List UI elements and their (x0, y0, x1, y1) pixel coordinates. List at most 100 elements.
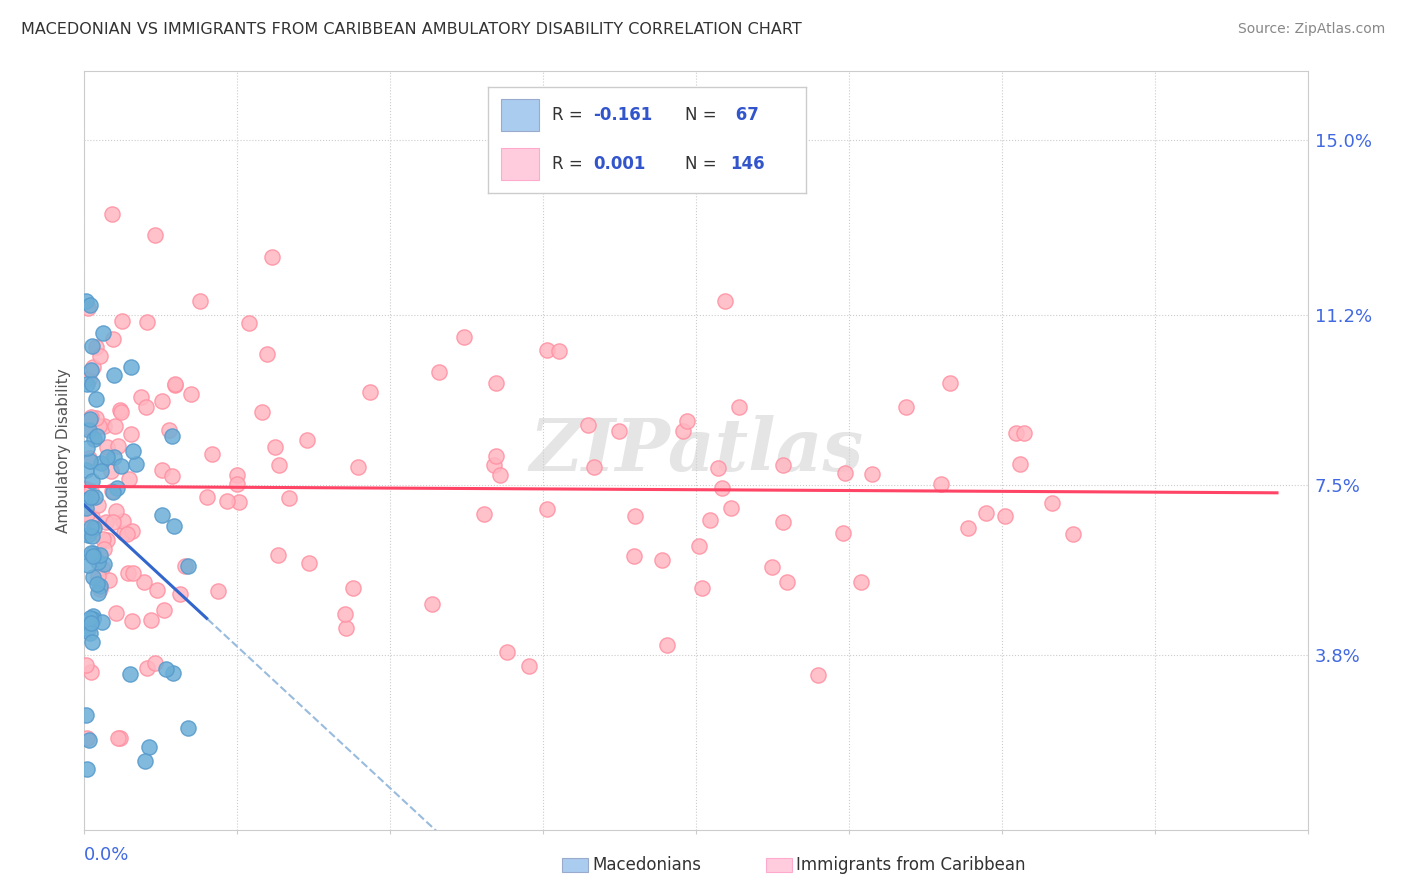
Point (75, 420, 97, 434)
Point (86, 340, 108, 354)
Point (1040, 496, 1063, 510)
Point (89, 578, 111, 592)
Point (76, 377, 98, 392)
Point (80, 665, 103, 679)
Point (89, 349, 111, 363)
Point (87, 498, 110, 512)
Point (688, 539, 710, 553)
Point (82, 570, 104, 584)
Point (135, 661, 157, 675)
Point (82, 360, 104, 375)
Point (80, 545, 103, 559)
Point (120, 427, 142, 442)
Point (263, 440, 285, 454)
Point (110, 404, 132, 418)
Point (536, 343, 558, 358)
Point (834, 466, 856, 480)
Point (129, 391, 152, 405)
Point (86, 568, 108, 582)
Point (929, 476, 952, 491)
Point (87, 586, 110, 600)
Point (75, 482, 97, 496)
Point (118, 472, 141, 486)
Point (335, 621, 357, 635)
Point (80, 377, 103, 392)
Point (262, 250, 284, 264)
Point (97, 573, 120, 587)
Point (517, 659, 540, 673)
Point (1008, 457, 1031, 471)
Point (89, 582, 111, 596)
Point (150, 463, 173, 477)
Point (138, 739, 160, 754)
Point (82, 611, 104, 625)
Point (115, 527, 138, 541)
Point (676, 414, 699, 428)
Point (103, 485, 125, 500)
Point (121, 524, 143, 538)
Point (77, 733, 100, 747)
Point (485, 450, 508, 464)
Point (215, 493, 238, 508)
Point (105, 504, 128, 518)
Point (174, 558, 197, 573)
Point (79, 411, 101, 425)
Point (87, 555, 110, 569)
Point (195, 490, 218, 504)
Point (938, 376, 960, 391)
Point (269, 458, 291, 473)
Point (90, 464, 112, 478)
Point (79, 453, 101, 467)
Point (93, 418, 115, 433)
Point (75, 492, 97, 507)
Point (548, 344, 571, 359)
Point (169, 587, 191, 601)
Point (79, 484, 101, 499)
Point (135, 400, 157, 414)
Point (974, 506, 997, 520)
Point (141, 613, 163, 627)
Point (226, 467, 249, 482)
Point (91, 615, 114, 629)
Point (250, 405, 273, 419)
Point (710, 481, 733, 495)
Point (103, 450, 125, 465)
Point (91, 560, 114, 574)
Point (77, 558, 100, 573)
Point (122, 444, 145, 458)
Point (143, 656, 166, 670)
Point (111, 313, 134, 327)
Point (89, 548, 111, 562)
Point (93, 541, 115, 556)
Point (295, 434, 318, 448)
Point (82, 634, 104, 648)
Point (157, 423, 180, 437)
Point (82, 546, 104, 560)
Point (75, 525, 97, 540)
Point (83, 432, 105, 446)
Point (150, 394, 173, 409)
Point (101, 515, 124, 529)
Point (79, 298, 101, 312)
Point (994, 508, 1017, 523)
Point (342, 581, 364, 595)
Point (707, 461, 730, 475)
Point (80, 410, 103, 425)
Point (163, 378, 186, 392)
Point (957, 521, 980, 535)
Point (699, 513, 721, 527)
Point (86, 577, 108, 591)
Point (75, 294, 97, 309)
Point (720, 501, 742, 516)
Point (77, 423, 100, 437)
Point (772, 458, 794, 472)
Y-axis label: Ambulatory Disability: Ambulatory Disability (56, 368, 72, 533)
Point (180, 387, 202, 401)
Point (80, 339, 103, 353)
Point (100, 465, 122, 479)
Point (83, 521, 105, 535)
Point (772, 515, 794, 529)
Point (101, 483, 124, 498)
Point (860, 467, 883, 481)
Text: Source: ZipAtlas.com: Source: ZipAtlas.com (1237, 22, 1385, 37)
